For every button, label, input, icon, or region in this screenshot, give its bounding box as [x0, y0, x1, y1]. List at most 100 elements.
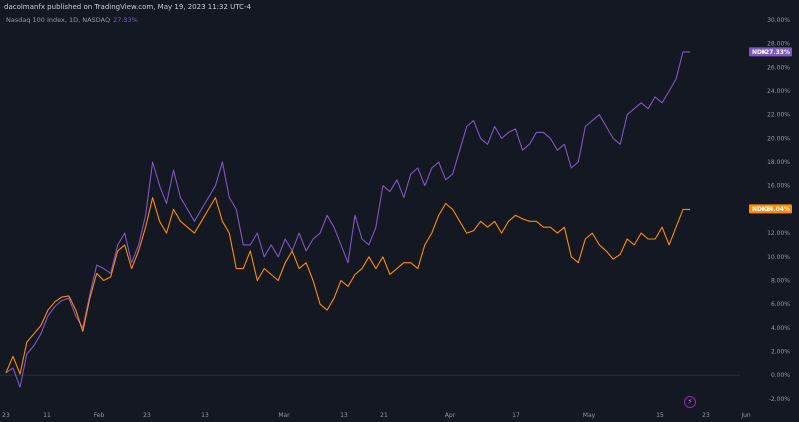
time-axis[interactable]: 23 11 Feb 23 13 Mar 13 21 Apr 17 May 15 23 Jun	[2, 412, 751, 419]
price-tick-label: 26.00%	[767, 64, 790, 71]
badge-symbol: NDXE	[752, 206, 771, 213]
data-point	[689, 209, 691, 210]
price-tick-label: 18.00%	[767, 159, 790, 166]
data-point	[431, 167, 433, 169]
data-point	[159, 220, 160, 222]
price-axis[interactable]: 30.00% 28.00% 26.00% 24.00% 22.00% 20.00% 18.0…	[767, 17, 790, 403]
time-tick-label: 23	[2, 412, 10, 419]
data-point	[598, 244, 600, 246]
data-point	[591, 120, 593, 121]
data-point	[354, 274, 356, 275]
data-point	[340, 244, 342, 246]
data-point	[550, 226, 551, 228]
data-point	[54, 301, 56, 303]
data-point	[19, 386, 21, 388]
lightning-icon[interactable]: ⚡	[684, 396, 696, 408]
data-point	[466, 232, 467, 234]
data-point	[208, 209, 209, 210]
price-tick-label: 0.00%	[771, 372, 790, 379]
price-tick-label: 30.00%	[767, 17, 790, 24]
data-point	[124, 244, 125, 246]
data-point	[375, 268, 377, 269]
data-point	[452, 173, 453, 175]
data-point	[605, 126, 607, 127]
data-point	[494, 126, 495, 127]
data-point	[543, 132, 544, 133]
data-point	[256, 232, 258, 234]
data-point	[668, 244, 670, 246]
data-point	[424, 244, 426, 246]
data-point	[522, 149, 523, 151]
data-point	[236, 209, 237, 210]
data-point	[180, 220, 181, 222]
data-point	[47, 309, 49, 311]
data-point	[68, 297, 70, 299]
badge-background	[749, 204, 792, 214]
data-point	[459, 220, 460, 222]
data-point	[578, 161, 579, 163]
time-tick-label: Apr	[445, 412, 456, 419]
data-point	[263, 256, 265, 258]
data-point	[54, 306, 56, 307]
series-legend[interactable]: Nasdaq 100 Index, 1D, NASDAQ 27.33%	[6, 16, 138, 24]
data-point	[145, 226, 146, 228]
badge-value: +27.33%	[760, 49, 790, 56]
price-tick-label: 28.00%	[767, 41, 790, 48]
data-point	[661, 226, 663, 228]
data-point	[654, 238, 656, 240]
data-point	[270, 244, 272, 246]
data-point	[536, 220, 537, 222]
data-point	[347, 286, 349, 287]
data-point	[256, 280, 258, 281]
data-point	[661, 102, 663, 104]
time-tick-label: Jun	[740, 412, 751, 419]
data-point	[529, 143, 530, 145]
data-point	[619, 254, 621, 255]
data-point	[438, 215, 440, 216]
data-point	[564, 226, 565, 228]
data-point	[243, 268, 244, 269]
data-point	[284, 238, 286, 240]
data-point	[103, 268, 105, 269]
data-point	[605, 250, 607, 252]
data-point	[529, 220, 530, 222]
data-point	[298, 268, 300, 269]
data-point	[229, 197, 230, 198]
data-point	[47, 315, 49, 317]
data-point	[222, 161, 223, 163]
data-point	[591, 232, 593, 234]
price-tick-label: 22.00%	[767, 112, 790, 119]
data-point	[40, 333, 42, 335]
data-point	[585, 126, 586, 127]
data-point	[473, 120, 474, 121]
data-point	[159, 185, 160, 187]
data-point	[208, 197, 209, 198]
data-point	[647, 238, 649, 240]
data-point	[571, 256, 572, 258]
data-point	[319, 303, 321, 305]
data-point	[640, 102, 642, 104]
badge-background	[749, 47, 792, 57]
data-point	[361, 268, 363, 269]
data-point	[647, 108, 649, 110]
data-point	[222, 220, 223, 222]
data-point	[626, 114, 628, 115]
data-point	[89, 297, 91, 299]
data-point	[180, 197, 181, 198]
data-point	[417, 268, 419, 269]
data-point	[229, 232, 230, 234]
data-point	[215, 185, 216, 187]
data-point	[612, 258, 614, 260]
data-point	[585, 238, 586, 240]
data-point	[187, 226, 188, 228]
data-point	[319, 232, 321, 234]
badge-symbol: NDX	[752, 49, 767, 56]
data-point	[452, 209, 453, 210]
data-point	[564, 143, 565, 145]
time-tick-label: 15	[656, 412, 664, 419]
data-point	[333, 297, 335, 299]
data-point	[26, 353, 28, 355]
data-point	[75, 315, 77, 317]
price-tick-label: 10.00%	[767, 254, 790, 261]
